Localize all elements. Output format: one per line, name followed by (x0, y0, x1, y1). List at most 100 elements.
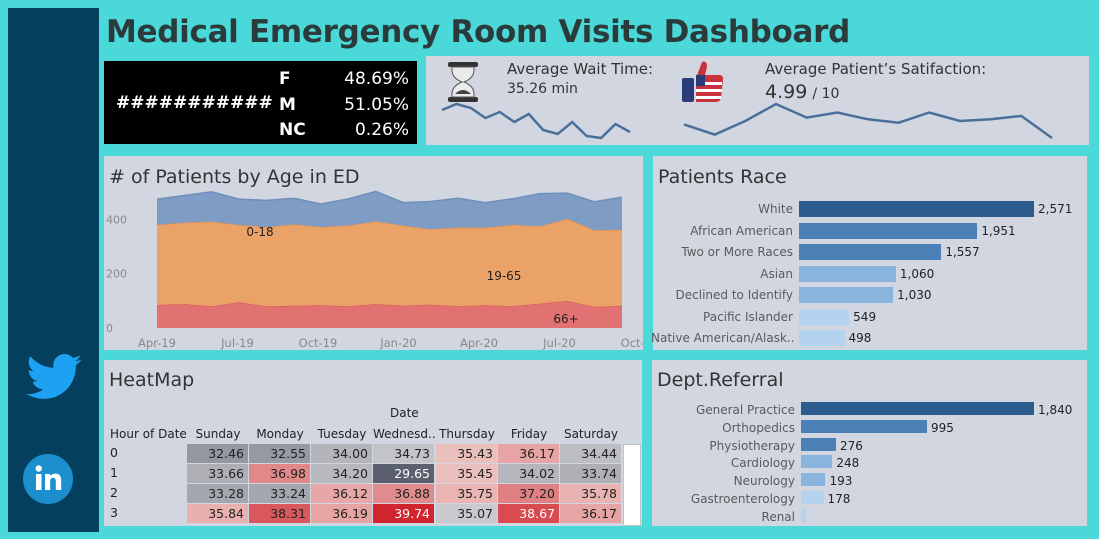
satisfaction-value: 4.99 (765, 81, 808, 103)
heatmap-column-header: Saturday (563, 427, 619, 441)
linkedin-icon[interactable] (23, 454, 73, 504)
bar[interactable] (799, 308, 850, 325)
heatmap-row-label: 1 (110, 465, 118, 480)
heatmap-cell[interactable]: 37.20 (498, 484, 560, 504)
heatmap-cell[interactable]: 38.31 (249, 504, 311, 524)
heatmap-col-header: Date (390, 406, 419, 420)
heatmap-cell[interactable]: 35.43 (436, 444, 498, 464)
bar[interactable] (799, 330, 845, 346)
dashboard-title: Medical Emergency Room Visits Dashboard (106, 14, 850, 50)
heatmap-cell[interactable]: 32.46 (187, 444, 249, 464)
heatmap-cell[interactable]: 34.44 (560, 444, 622, 464)
heatmap-cell[interactable]: 35.84 (187, 504, 249, 524)
bar-category-label: Cardiology (730, 456, 795, 471)
race-chart-panel: Patients Race White 2,571 African American… (651, 156, 1087, 350)
bar-category-label: Gastroenterology (690, 492, 795, 506)
heatmap-cell[interactable]: 34.73 (373, 444, 435, 464)
heatmap-cell[interactable]: 36.12 (311, 484, 373, 504)
bar-category-label: Orthopedics (722, 420, 795, 435)
heatmap-row-label: 0 (110, 445, 118, 460)
bar[interactable] (799, 222, 978, 239)
bar-category-label: Neurology (733, 474, 795, 489)
wait-time-value: 35.26 min (507, 81, 578, 97)
bar-value-label: 193 (829, 474, 853, 489)
gender-value-f: 48.69% (344, 69, 409, 89)
heatmap-cell[interactable]: 34.00 (311, 444, 373, 464)
heatmap-cell[interactable]: 34.20 (311, 464, 373, 484)
bar-category-label: African American (690, 223, 793, 238)
heatmap-row-header: Hour of Date (110, 427, 187, 441)
hourglass-icon (448, 62, 478, 102)
heatmap-cell[interactable]: 38.67 (498, 504, 560, 524)
gender-label-m: M (279, 95, 296, 115)
wait-time-sparkline (441, 102, 631, 140)
area-series-66+ (157, 300, 622, 328)
bar[interactable] (799, 265, 896, 282)
x-tick-label: Apr-20 (460, 336, 498, 350)
heatmap-column-header: Tuesday (317, 427, 367, 441)
total-masked: ########### (116, 93, 273, 113)
heatmap-cell[interactable]: 35.75 (436, 484, 498, 504)
gender-label-f: F (279, 69, 291, 89)
bar[interactable] (801, 402, 1034, 415)
heatmap-title: HeatMap (109, 369, 195, 391)
heatmap-cell[interactable]: 39.74 (373, 504, 435, 524)
bar[interactable] (801, 437, 836, 451)
age-chart-panel: # of Patients by Age in ED 400 200 0 Apr-19… (104, 156, 643, 350)
heatmap-row-label: 2 (110, 485, 118, 500)
heatmap-cell[interactable]: 36.88 (373, 484, 435, 504)
heatmap-cell[interactable]: 34.02 (498, 464, 560, 484)
bar-value-label: 178 (827, 492, 851, 506)
heatmap-cell[interactable]: 33.24 (249, 484, 311, 504)
heatmap-column-header: Wednesd.. (373, 427, 436, 441)
heatmap-cell[interactable]: 36.17 (498, 444, 560, 464)
bar[interactable] (799, 244, 942, 260)
race-chart-title: Patients Race (658, 166, 787, 188)
heatmap-cell[interactable]: 33.74 (560, 464, 622, 484)
heatmap-cell[interactable]: 35.07 (436, 504, 498, 524)
bar[interactable] (801, 419, 927, 433)
y-tick-label: 400 (106, 213, 127, 226)
bar[interactable] (799, 201, 1034, 217)
x-tick-label: Apr-19 (138, 336, 176, 350)
heatmap-cell[interactable]: 36.19 (311, 504, 373, 524)
age-chart-title: # of Patients by Age in ED (109, 166, 360, 188)
series-label-0-18: 0-18 (246, 225, 273, 239)
bar-category-label: Pacific Islander (703, 309, 793, 324)
bar-category-label: Native American/Alask.. (651, 331, 795, 345)
gender-label-nc: NC (279, 120, 306, 140)
heatmap-cell[interactable]: 36.17 (560, 504, 622, 524)
heatmap-cell[interactable]: 36.98 (249, 464, 311, 484)
x-tick-label: Oct-20 (621, 336, 643, 350)
bar[interactable] (799, 287, 894, 303)
twitter-icon[interactable] (26, 354, 82, 400)
heatmap-column-header: Thursday (439, 427, 495, 441)
bar-value-label: 1,030 (897, 288, 932, 302)
heatmap-scrollbar[interactable] (623, 444, 641, 526)
heatmap-cell[interactable]: 35.45 (436, 464, 498, 484)
bar[interactable] (801, 491, 824, 504)
bar-category-label: Declined to Identify (675, 288, 793, 302)
kpi-trend-panel: Average Wait Time: 35.26 min Average Pat… (426, 56, 1089, 145)
area-line-66+ (156, 300, 623, 308)
satisfaction-sparkline (683, 102, 1053, 140)
gender-value-m: 51.05% (344, 95, 409, 115)
heatmap-cell[interactable]: 32.55 (249, 444, 311, 464)
heatmap-column-header: Sunday (195, 427, 241, 441)
satisfaction-suffix: / 10 (812, 86, 840, 102)
bar-value-label: 498 (848, 331, 872, 345)
x-tick-label: Jan-20 (379, 336, 417, 350)
wait-time-trend-line (441, 102, 631, 140)
bar-value-label: 2,571 (1038, 202, 1073, 216)
bar-value-label: 1,060 (899, 266, 935, 281)
bar[interactable] (801, 455, 833, 469)
heatmap-cell[interactable]: 33.28 (187, 484, 249, 504)
x-tick-label: Jul-19 (220, 336, 254, 350)
heatmap-cell[interactable]: 29.65 (373, 464, 435, 484)
bar-value-label: 549 (853, 309, 877, 324)
bar-category-label: Renal (761, 509, 795, 524)
bar[interactable] (801, 508, 807, 522)
heatmap-cell[interactable]: 35.78 (560, 484, 622, 504)
bar[interactable] (801, 473, 826, 487)
heatmap-cell[interactable]: 33.66 (187, 464, 249, 484)
